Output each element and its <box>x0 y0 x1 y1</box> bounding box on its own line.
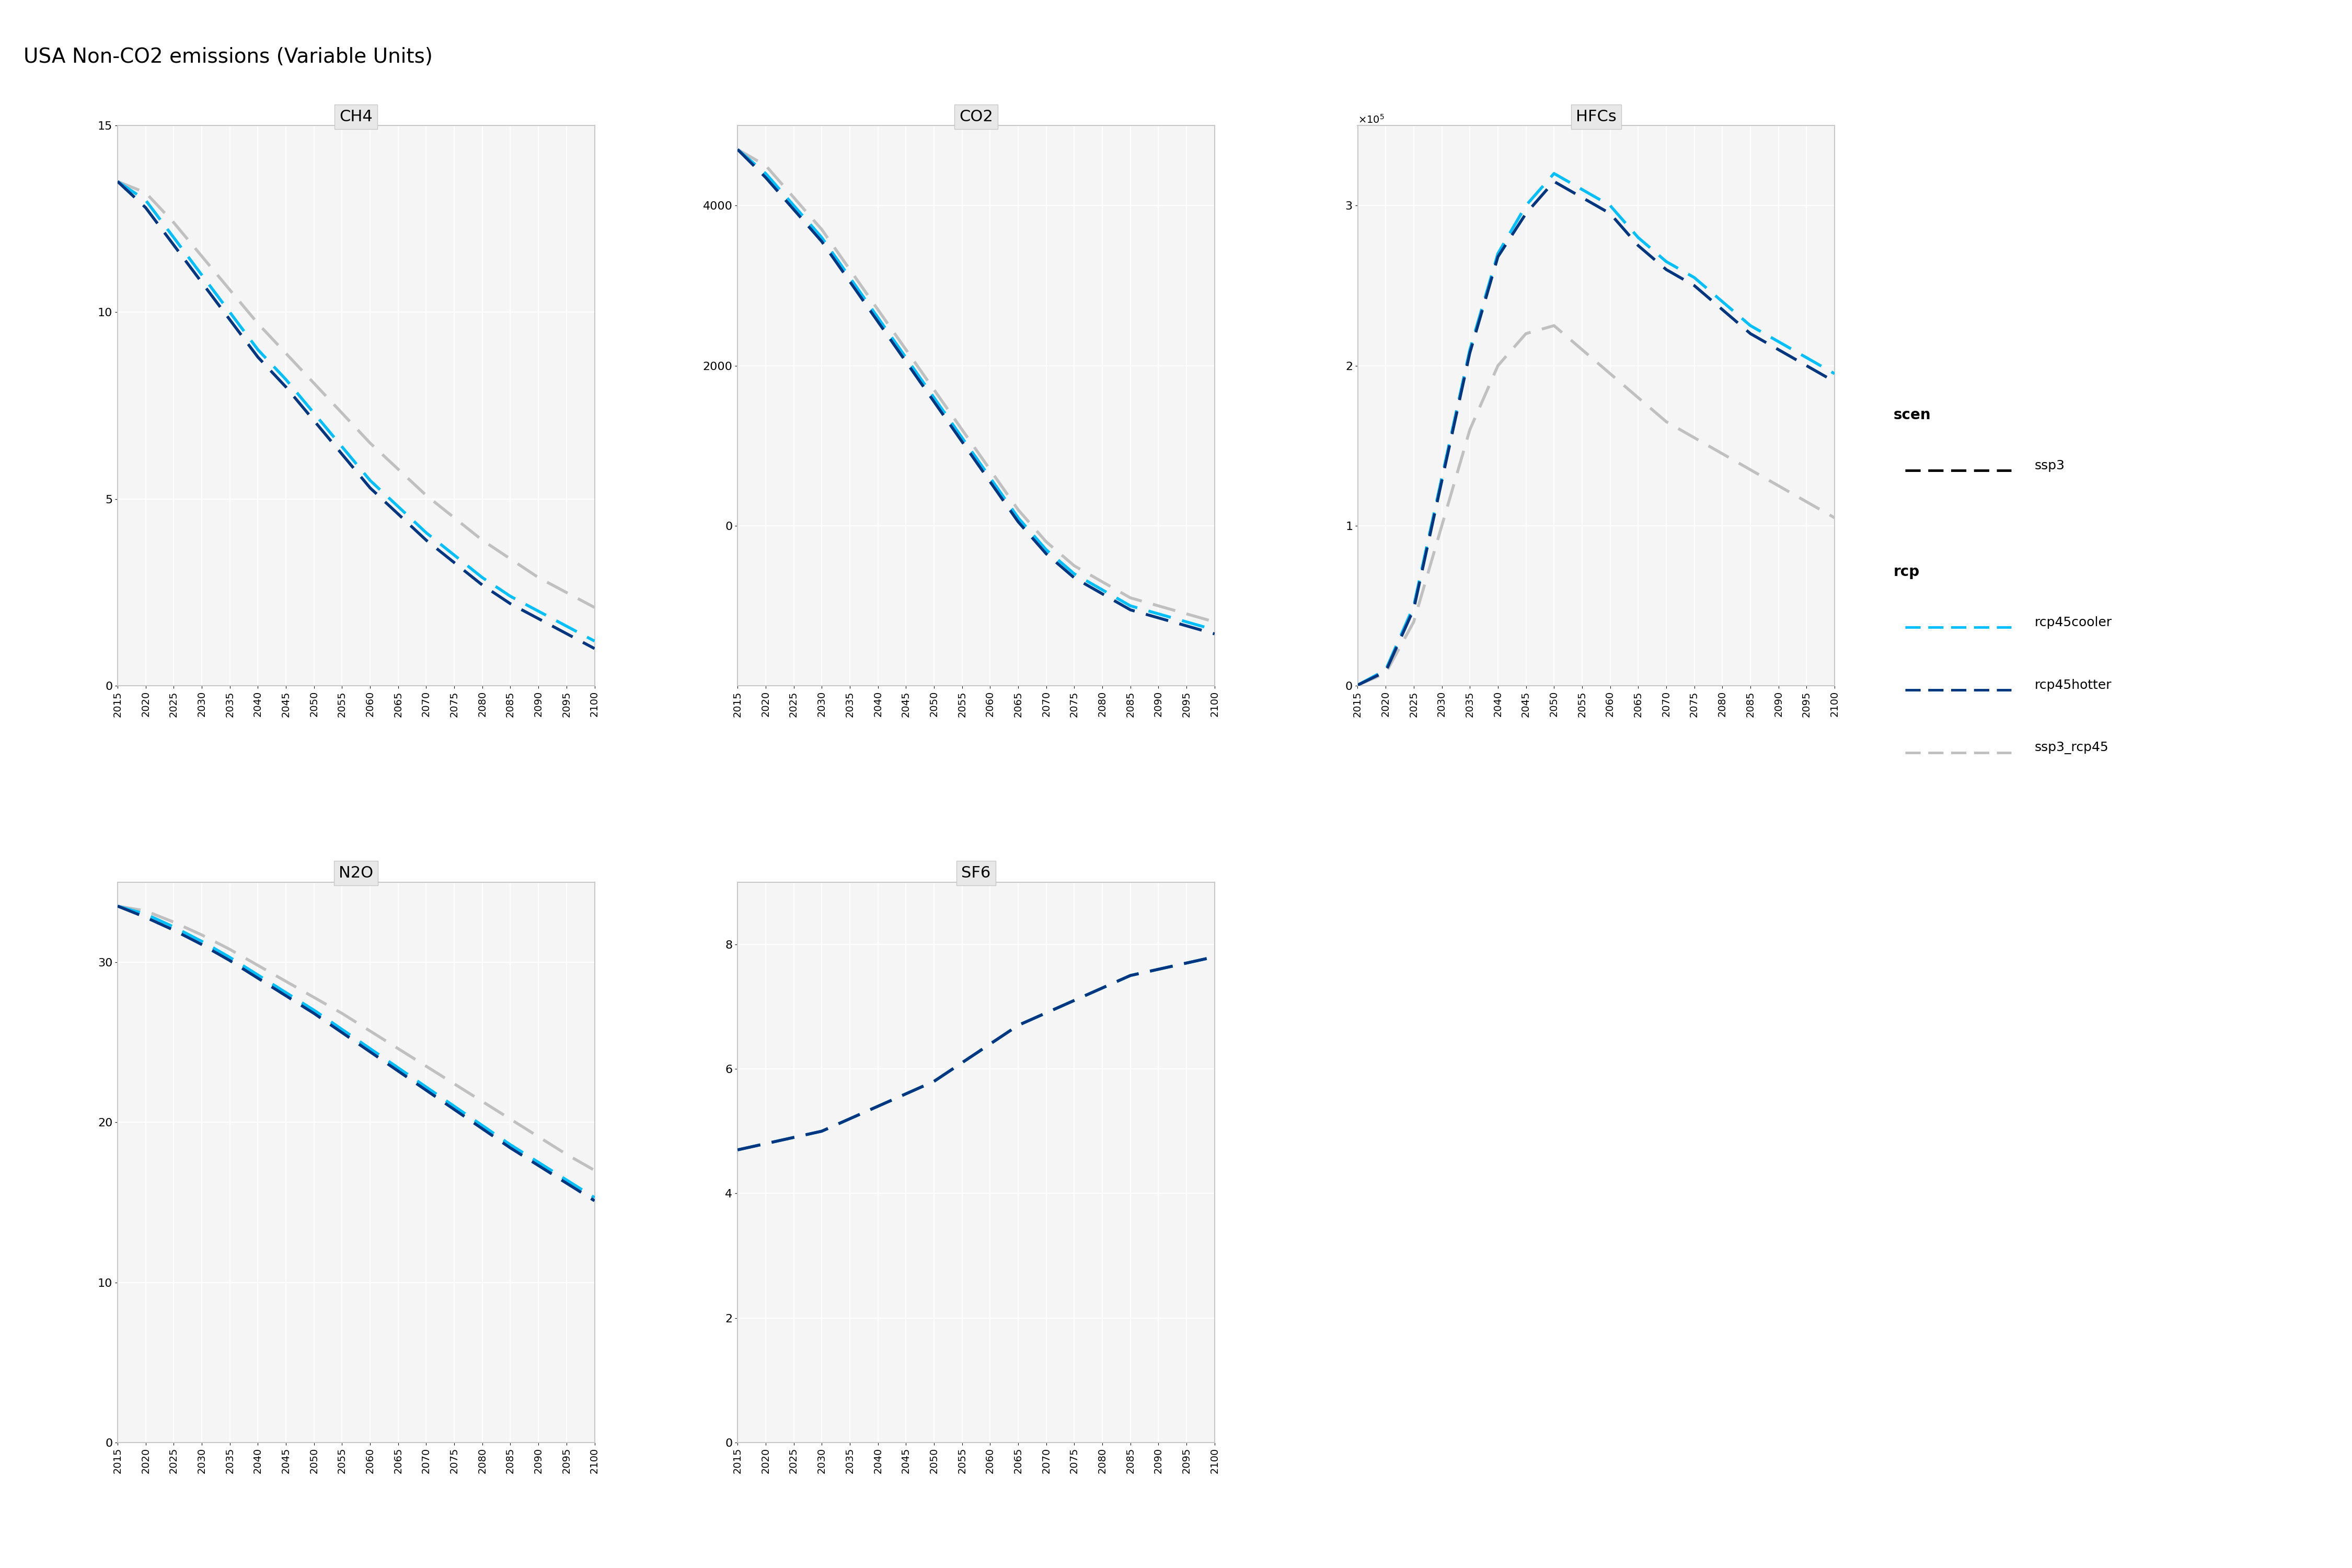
Text: ssp3_rcp45: ssp3_rcp45 <box>2034 742 2110 754</box>
Text: rcp: rcp <box>1893 564 1919 579</box>
Text: scen: scen <box>1893 408 1931 422</box>
Text: USA Non-CO2 emissions (Variable Units): USA Non-CO2 emissions (Variable Units) <box>24 47 433 67</box>
Title: N2O: N2O <box>339 866 374 881</box>
Title: CO2: CO2 <box>960 110 993 124</box>
Text: rcp45cooler: rcp45cooler <box>2034 616 2112 629</box>
Title: HFCs: HFCs <box>1576 110 1616 124</box>
Text: rcp45hotter: rcp45hotter <box>2034 679 2112 691</box>
Title: SF6: SF6 <box>962 866 990 881</box>
Text: ssp3: ssp3 <box>2034 459 2065 472</box>
Title: CH4: CH4 <box>339 110 372 124</box>
